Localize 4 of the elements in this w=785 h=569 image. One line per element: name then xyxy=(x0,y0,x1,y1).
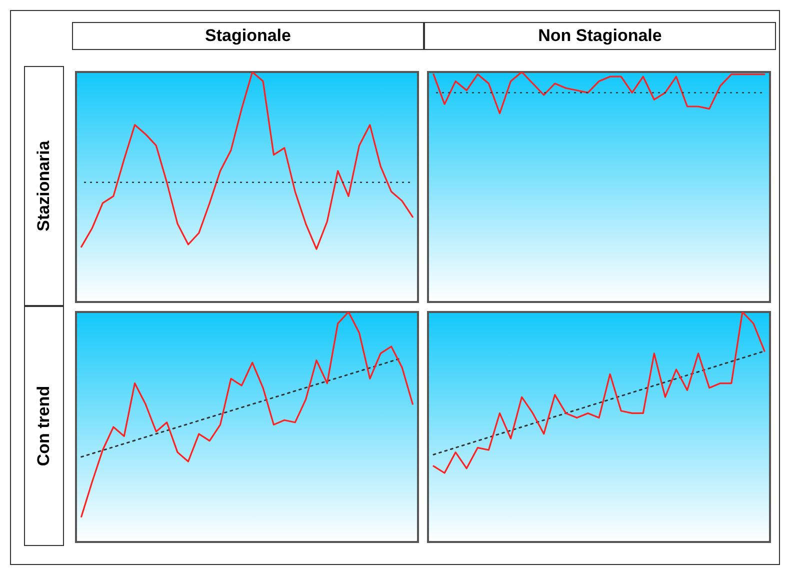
chart-title: Non Stagionale xyxy=(424,22,776,50)
chart-title: Stagionale xyxy=(72,22,424,50)
y-axis-title: Con trend xyxy=(34,386,54,466)
y-axis-title: Stazionaria xyxy=(34,140,54,232)
